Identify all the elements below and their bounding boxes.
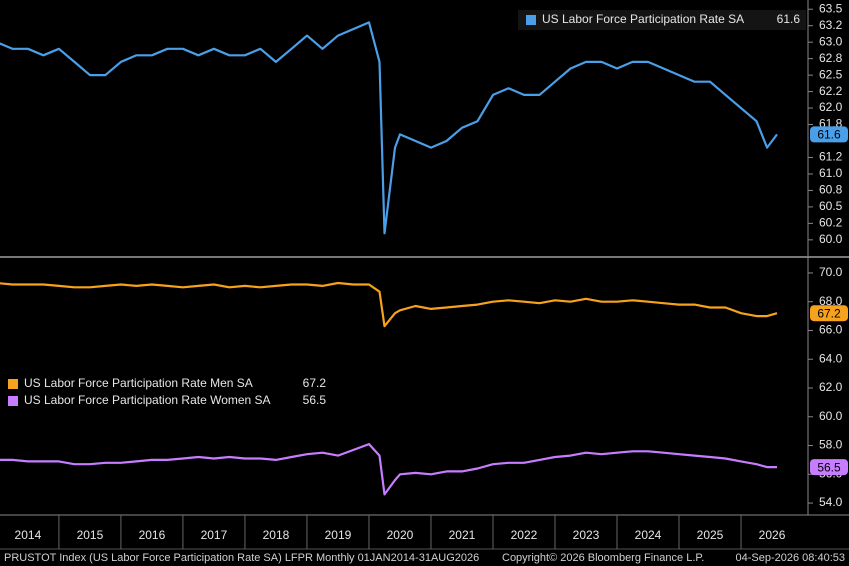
x-tick-label: 2019 — [325, 528, 352, 542]
y-tick-label: 62.0 — [819, 380, 843, 394]
legend-swatch — [8, 396, 18, 406]
x-tick-label: 2023 — [573, 528, 600, 542]
x-tick-label: 2020 — [387, 528, 414, 542]
x-tick-label: 2018 — [263, 528, 290, 542]
last-value-label: 56.5 — [817, 460, 841, 474]
x-tick-label: 2015 — [77, 528, 104, 542]
legend-value: 67.2 — [303, 376, 327, 390]
y-tick-label: 60.5 — [819, 199, 843, 213]
x-tick-label: 2026 — [759, 528, 786, 542]
legend-value: 56.5 — [303, 393, 327, 407]
y-tick-label: 60.2 — [819, 216, 843, 230]
y-tick-label: 70.0 — [819, 265, 843, 279]
y-tick-label: 58.0 — [819, 438, 843, 452]
legend-bg — [518, 10, 806, 30]
y-tick-label: 60.0 — [819, 232, 843, 246]
last-value-flag — [810, 126, 848, 143]
y-tick-label: 63.2 — [819, 18, 843, 32]
y-tick-label: 64.0 — [819, 351, 843, 365]
x-tick-label: 2021 — [449, 528, 476, 542]
footer-timestamp: 04-Sep-2026 08:40:53 — [736, 552, 845, 564]
x-tick-label: 2016 — [139, 528, 166, 542]
y-tick-label: 63.5 — [819, 1, 843, 15]
x-tick-label: 2022 — [511, 528, 538, 542]
x-tick-label: 2014 — [15, 528, 42, 542]
series-line — [0, 281, 778, 328]
x-tick-label: 2025 — [697, 528, 724, 542]
y-tick-label: 62.2 — [819, 84, 843, 98]
legend-value: 61.6 — [777, 12, 801, 26]
x-tick-label: 2024 — [635, 528, 662, 542]
y-tick-label: 68.0 — [819, 294, 843, 308]
legend-label: US Labor Force Participation Rate Men SA — [24, 376, 253, 390]
y-tick-label: 66.0 — [819, 323, 843, 337]
y-tick-label: 54.0 — [819, 495, 843, 509]
y-tick-label: 61.2 — [819, 150, 843, 164]
last-value-flag — [810, 305, 848, 322]
last-value-flag — [810, 459, 848, 476]
x-tick-label: 2017 — [201, 528, 228, 542]
y-tick-label: 62.5 — [819, 67, 843, 81]
y-tick-label: 61.0 — [819, 166, 843, 180]
series-line — [0, 21, 778, 235]
legend-swatch — [526, 15, 536, 25]
footer-source: PRUSTOT Index (US Labor Force Participat… — [4, 552, 479, 564]
y-tick-label: 62.8 — [819, 51, 843, 65]
legend-swatch — [8, 379, 18, 389]
y-tick-label: 60.8 — [819, 183, 843, 197]
legend-label: US Labor Force Participation Rate Women … — [24, 393, 271, 407]
series-line — [0, 443, 777, 496]
y-tick-label: 63.0 — [819, 34, 843, 48]
footer-copyright: Copyright© 2026 Bloomberg Finance L.P. — [502, 552, 704, 564]
y-tick-label: 62.0 — [819, 100, 843, 114]
y-tick-label: 60.0 — [819, 409, 843, 423]
legend-label: US Labor Force Participation Rate SA — [542, 12, 744, 26]
last-value-label: 67.2 — [817, 306, 841, 320]
last-value-label: 61.6 — [817, 128, 841, 142]
